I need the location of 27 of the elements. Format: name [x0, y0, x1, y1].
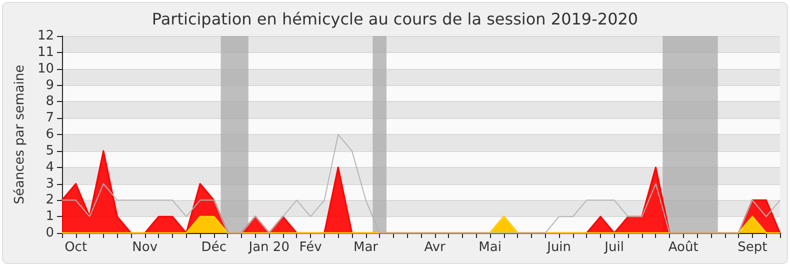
x-tick-label: Déc: [201, 240, 226, 255]
y-tick-label: 4: [46, 160, 54, 175]
y-tick-label: 12: [37, 28, 54, 44]
x-tick-label: Jan 20: [248, 240, 290, 255]
y-tick-label: 7: [46, 110, 54, 126]
x-tick-label: Juin: [546, 240, 572, 255]
x-tick-label: Sept: [738, 240, 768, 255]
y-tick-label: 1: [46, 209, 54, 224]
y-axis-title: Séances par semaine: [12, 64, 28, 204]
y-tick-label: 10: [37, 61, 54, 76]
y-tick-label: 11: [37, 44, 54, 60]
y-tick-label: 9: [46, 78, 54, 93]
y-tick-label: 8: [46, 94, 54, 110]
x-tick-label: Août: [668, 240, 698, 255]
x-tick-label: Mar: [354, 240, 379, 255]
y-tick-label: 3: [46, 176, 54, 192]
x-tick-label: Oct: [64, 240, 88, 255]
x-tick-label: Nov: [132, 240, 158, 255]
y-tick-label: 0: [46, 226, 54, 240]
x-tick-label: Mai: [478, 240, 502, 255]
chart-title: Participation en hémicycle au cours de la session 2019-2020: [152, 10, 638, 28]
x-tick-label: Fév: [299, 240, 322, 255]
y-tick-label: 5: [46, 143, 54, 158]
y-tick-label: 6: [46, 127, 54, 142]
y-tick-label: 2: [46, 192, 54, 208]
x-tick-label: Avr: [424, 240, 446, 255]
x-tick-label: Juil: [604, 240, 624, 255]
